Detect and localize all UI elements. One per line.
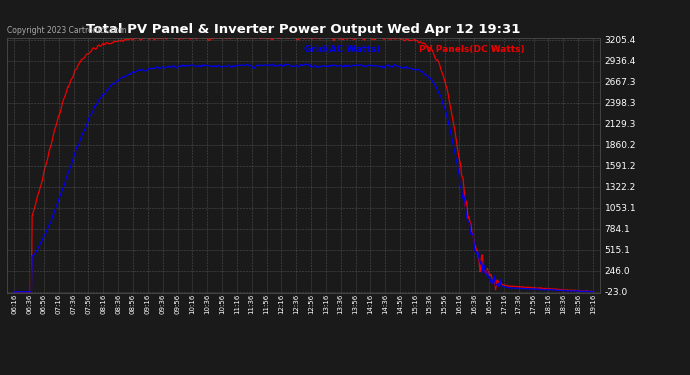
- Text: Grid(AC Watts): Grid(AC Watts): [304, 45, 380, 54]
- Text: Copyright 2023 Cartronics.com: Copyright 2023 Cartronics.com: [7, 26, 126, 35]
- Title: Total PV Panel & Inverter Power Output Wed Apr 12 19:31: Total PV Panel & Inverter Power Output W…: [86, 23, 521, 36]
- Text: PV Panels(DC Watts): PV Panels(DC Watts): [420, 45, 525, 54]
